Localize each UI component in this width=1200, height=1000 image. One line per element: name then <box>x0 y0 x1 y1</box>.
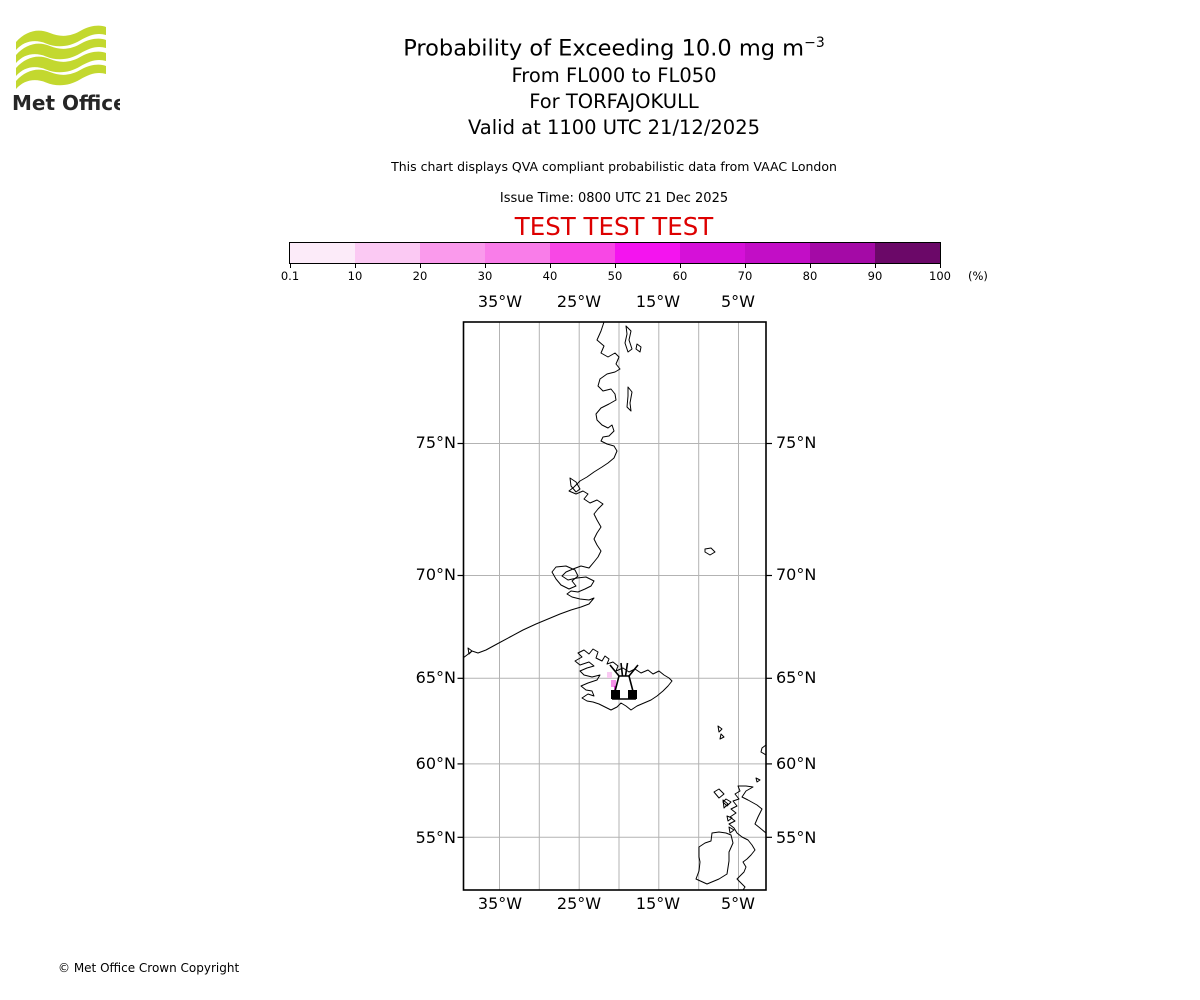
colorbar-tick <box>550 264 551 268</box>
colorbar-segment <box>615 243 680 263</box>
greenland-east-coast <box>463 322 621 659</box>
subtitle-valid-time: Valid at 1100 UTC 21/12/2025 <box>467 116 761 139</box>
lat-label-right: 55°N <box>776 828 817 847</box>
skye-island <box>722 798 732 807</box>
lon-label-top: 35°W <box>477 292 523 311</box>
probability-cell <box>607 672 612 678</box>
met-office-logo: Met Office <box>12 25 120 115</box>
map-frame <box>462 321 767 891</box>
lon-label-top: 5°W <box>721 292 755 311</box>
lat-label-left: 70°N <box>415 565 456 584</box>
orkney-islands <box>755 777 761 783</box>
colorbar-segment <box>680 243 745 263</box>
test-banner: TEST TEST TEST <box>514 212 714 241</box>
colorbar-segment <box>745 243 810 263</box>
probability-cell <box>611 680 616 687</box>
colorbar-tick-label: 80 <box>802 269 818 283</box>
outer-hebrides-south <box>722 799 729 809</box>
colorbar-segment <box>420 243 485 263</box>
colorbar-tick-label: 90 <box>867 269 883 283</box>
volcano-base-pad <box>628 690 637 699</box>
colorbar-tick <box>810 264 811 268</box>
volcano-eruption-ray <box>624 662 629 677</box>
colorbar-tick-label: 40 <box>542 269 558 283</box>
colorbar-tick <box>290 264 291 268</box>
colorbar-tick-label: 50 <box>607 269 623 283</box>
greenland-island-scoresby <box>551 565 579 590</box>
islay-island <box>728 826 735 834</box>
colorbar-tick <box>615 264 616 268</box>
colorbar-tick-label: 0.1 <box>280 269 300 283</box>
great-britain-coast <box>728 785 766 890</box>
lat-label-right: 60°N <box>776 754 817 773</box>
lon-label-top: 15°W <box>635 292 681 311</box>
coastlines <box>463 322 766 890</box>
jan-mayen-island <box>704 547 716 556</box>
greenland-island-sliver <box>626 386 633 412</box>
lon-label-bottom: 15°W <box>635 894 681 913</box>
volcano-base-pad <box>611 690 620 699</box>
colorbar-tick-label: 30 <box>477 269 493 283</box>
faroe-islands-north <box>717 725 723 733</box>
colorbar-tick-label: 100 <box>929 269 951 283</box>
faroe-islands-south <box>719 733 725 740</box>
page-title: Probability of Exceeding 10.0 mg m−3 <box>403 35 825 62</box>
volcano-eruption-ray <box>609 664 620 677</box>
colorbar-segment <box>290 243 355 263</box>
colorbar-tick-label: 10 <box>347 269 363 283</box>
outer-hebrides-north <box>713 788 725 799</box>
lat-label-left: 75°N <box>415 433 456 452</box>
torfajokull-volcano-marker <box>609 662 639 700</box>
colorbar-segment <box>550 243 615 263</box>
lat-label-left: 65°N <box>415 668 456 687</box>
colorbar-tick <box>420 264 421 268</box>
colorbar-tick <box>940 264 941 268</box>
greenland-island-traill <box>569 477 581 493</box>
colorbar-segment <box>810 243 875 263</box>
shetland-islands <box>760 744 766 756</box>
iceland-coast <box>574 648 673 711</box>
colorbar-tick <box>745 264 746 268</box>
logo-waves-icon <box>16 25 106 89</box>
colorbar-unit-label: (%) <box>968 269 988 283</box>
lon-label-bottom: 5°W <box>721 894 755 913</box>
colorbar-tick-label: 70 <box>737 269 753 283</box>
lat-label-left: 60°N <box>415 754 456 773</box>
probability-colorbar <box>289 242 941 264</box>
colorbar-tick <box>485 264 486 268</box>
subtitle-volcano: For TORFAJOKULL <box>529 90 699 113</box>
lat-label-right: 75°N <box>776 433 817 452</box>
volcano-eruption-ray <box>620 662 624 677</box>
copyright-text: © Met Office Crown Copyright <box>58 961 240 975</box>
subtitle-flight-levels: From FL000 to FL050 <box>511 64 717 87</box>
colorbar-tick <box>355 264 356 268</box>
lon-label-bottom: 25°W <box>556 894 602 913</box>
colorbar-tick <box>875 264 876 268</box>
colorbar-segment <box>355 243 420 263</box>
lon-label-bottom: 35°W <box>477 894 523 913</box>
lat-label-right: 70°N <box>776 565 817 584</box>
greenland-island-north <box>624 325 633 353</box>
title-superscript: −3 <box>804 35 825 51</box>
lon-label-top: 25°W <box>556 292 602 311</box>
colorbar-segment <box>875 243 940 263</box>
issue-time: Issue Time: 0800 UTC 21 Dec 2025 <box>499 191 729 206</box>
logo-brand-text: Met Office <box>12 91 120 115</box>
lat-label-right: 65°N <box>776 668 817 687</box>
volcano-eruption-ray <box>628 664 639 677</box>
qva-compliance-note: This chart displays QVA compliant probab… <box>391 159 837 174</box>
colorbar-tick-label: 20 <box>412 269 428 283</box>
colorbar-tick <box>680 264 681 268</box>
ireland-coast <box>695 831 734 885</box>
greenland-islet-small <box>635 343 642 353</box>
colorbar-tick-label: 60 <box>672 269 688 283</box>
greenland-islet-coastal <box>467 647 473 655</box>
lat-label-left: 55°N <box>415 828 456 847</box>
colorbar-segment <box>485 243 550 263</box>
